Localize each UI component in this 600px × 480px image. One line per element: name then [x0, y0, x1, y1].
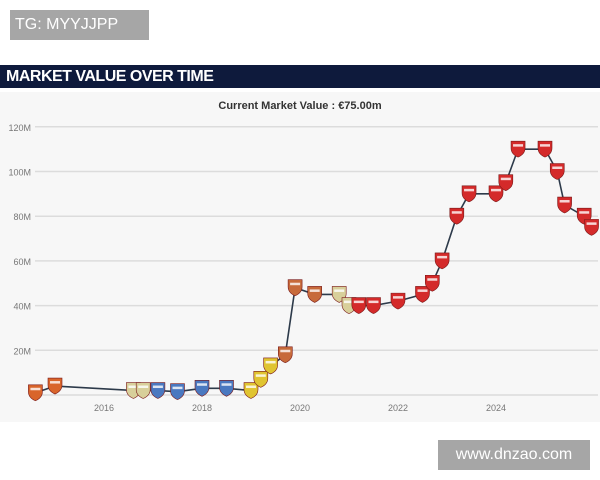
- club-badge-detail: [579, 211, 590, 214]
- y-tick-label: 80M: [13, 212, 31, 222]
- watermark-telegram: TG: MYYJJPP: [10, 10, 149, 40]
- club-badge-detail: [586, 222, 597, 225]
- club-badge-detail: [417, 289, 428, 292]
- x-tick-label: 2022: [388, 403, 408, 413]
- club-badge-detail: [309, 289, 320, 292]
- club-badge-detail: [246, 385, 256, 389]
- plot-background: [0, 92, 600, 422]
- club-badge-detail: [513, 144, 524, 147]
- club-badge-detail: [393, 296, 403, 299]
- club-badge-detail: [437, 255, 448, 259]
- club-badge-detail: [344, 300, 354, 304]
- club-badge-detail: [152, 385, 163, 389]
- club-badge-detail: [552, 166, 563, 169]
- y-tick-label: 100M: [8, 168, 31, 178]
- club-badge-detail: [280, 349, 291, 353]
- y-tick-label: 40M: [13, 302, 31, 312]
- club-badge-detail: [255, 374, 266, 377]
- club-badge-detail: [290, 282, 301, 286]
- club-badge-detail: [464, 188, 475, 192]
- club-badge-detail: [540, 144, 550, 147]
- section-header: MARKET VALUE OVER TIME: [0, 65, 600, 88]
- y-tick-label: 60M: [13, 257, 31, 267]
- club-badge-detail: [265, 360, 276, 364]
- x-tick-label: 2016: [94, 403, 114, 413]
- y-tick-label: 20M: [13, 346, 31, 356]
- club-badge-detail: [368, 300, 379, 304]
- chart-title: Current Market Value : €75.00m: [218, 100, 382, 112]
- x-tick-label: 2024: [486, 403, 506, 413]
- x-tick-label: 2020: [290, 403, 310, 413]
- club-badge-detail: [30, 387, 41, 391]
- club-badge-detail: [128, 385, 139, 389]
- club-badge-detail: [491, 188, 501, 192]
- watermark-site: www.dnzao.com: [438, 440, 590, 470]
- club-badge-detail: [500, 177, 511, 181]
- club-badge-detail: [197, 383, 207, 386]
- club-badge-detail: [138, 385, 149, 389]
- club-badge-detail: [427, 278, 438, 281]
- club-badge-detail: [353, 300, 364, 304]
- y-tick-label: 120M: [8, 123, 31, 133]
- club-badge-detail: [50, 381, 60, 384]
- club-badge-detail: [559, 200, 570, 203]
- club-badge-detail: [451, 211, 462, 214]
- x-tick-label: 2018: [192, 403, 212, 413]
- club-badge-detail: [172, 386, 183, 390]
- club-badge-detail: [334, 289, 345, 292]
- club-badge-detail: [221, 383, 232, 386]
